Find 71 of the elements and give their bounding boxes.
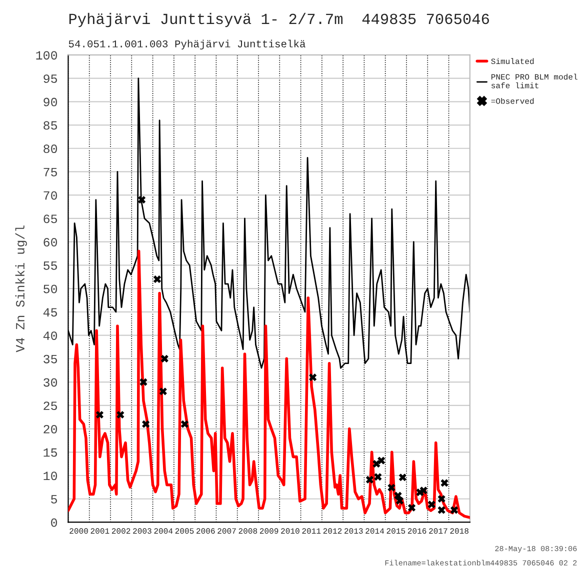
x-tick-label: 2012 [323,528,342,534]
point [366,476,374,484]
x-tick-label: 2000 [70,528,88,534]
x-tick-label: 2008 [238,528,258,534]
y-tick-label: 20 [44,424,58,434]
point [374,473,382,481]
x-tick-label: 2002 [112,528,130,534]
y-tick-label: 50 [44,284,58,294]
y-tick-label: 70 [44,191,58,200]
y-tick-label: 45 [43,308,57,317]
y-axis-title: V4 Zn Sinkki ug/l [15,226,27,352]
point [309,374,317,382]
y-tick-label: 25 [44,402,57,410]
point [116,410,124,419]
y-tick-label: 95 [44,74,57,83]
point [408,504,416,512]
x-tick-label: 2013 [344,528,363,534]
point [396,496,404,505]
x-tick-label: 2006 [196,528,215,534]
y-tick-label: 35 [44,354,57,364]
x-tick-label: 2001 [90,528,110,534]
y-tick-label: 85 [44,121,57,130]
y-tick-label: 80 [44,144,58,154]
x-tick-label: 2017 [429,528,448,534]
x-tick-label: 2018 [450,528,468,534]
legend-label: =Observed [491,98,534,104]
y-tick-label: 5 [51,495,57,504]
x-tick-label: 2010 [281,528,300,534]
chart-subtitle: 54.051.1.001.003 Pyhäjärvi Junttiselkä [68,40,306,50]
x-tick-label: 2016 [408,528,426,534]
point [180,420,189,428]
point [140,378,148,386]
point [428,500,436,508]
point [388,484,396,492]
y-tick-label: 15 [44,448,57,457]
y-tick-label: 55 [44,262,57,270]
x-tick-label: 2011 [302,528,321,534]
y-tick-label: 30 [44,378,58,387]
x-tick-label: 2003 [133,528,152,534]
point [160,354,168,362]
line-series [68,250,470,519]
x-tick-label: 2007 [218,528,236,534]
point [378,456,386,464]
point [159,388,167,396]
y-tick-label: 65 [44,214,57,224]
point [153,275,162,284]
x-tick-label: 2004 [154,528,173,534]
point [394,492,402,500]
y-tick-label: 100 [36,51,58,60]
legend-label: Simulated [491,58,534,64]
y-tick-label: 40 [43,331,58,340]
point [440,479,448,487]
chart-title: Pyhäjärvi Junttisyvä 1- 2/7.7m 449835 7065046 [69,12,489,28]
x-tick-label: 2015 [386,528,406,534]
point [398,474,406,482]
y-tick-label: 10 [44,472,58,480]
point [138,196,146,204]
y-tick-label: 60 [44,238,58,246]
point [420,486,428,494]
point [142,420,150,428]
y-tick-label: 75 [44,168,57,176]
point [438,506,446,514]
point [96,410,104,419]
x-tick-label: 2009 [260,528,278,534]
x-tick-label: 2005 [175,528,194,534]
point [438,495,446,503]
legend-label: PNEC PRO BLM model safe limit [491,74,578,88]
y-tick-label: 0 [51,518,58,527]
x-tick-label: 2014 [366,528,384,534]
y-tick-label: 90 [44,98,58,106]
point [450,506,458,514]
